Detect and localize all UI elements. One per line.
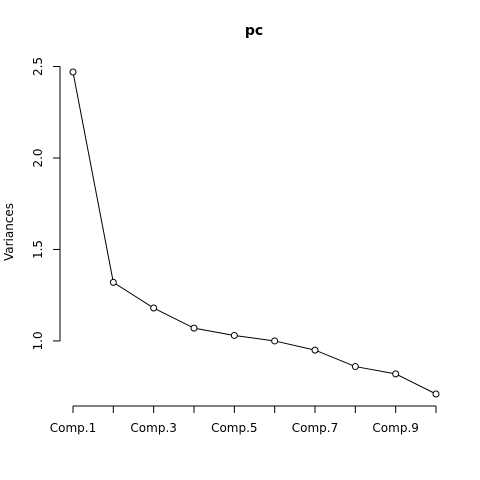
- series-line: [72, 71, 437, 395]
- x-tick-label: Comp.5: [211, 421, 257, 435]
- data-point: [351, 363, 359, 371]
- data-point: [432, 390, 440, 398]
- data-point: [311, 346, 319, 354]
- y-tick-label: 2.5: [31, 57, 45, 76]
- x-tick-label: Comp.1: [50, 421, 96, 435]
- y-axis-label: Variances: [2, 203, 16, 261]
- y-tick-label: 1.5: [31, 240, 45, 259]
- y-tick-label: 2.0: [31, 148, 45, 167]
- data-point: [230, 331, 238, 339]
- chart-title: pc: [245, 23, 263, 39]
- data-point: [271, 337, 279, 345]
- y-axis: 1.0 1.5 2.0 2.5: [31, 57, 61, 350]
- data-point: [190, 324, 198, 332]
- x-tick-label: Comp.7: [292, 421, 338, 435]
- data-point: [150, 304, 158, 312]
- data-point: [392, 370, 400, 378]
- data-point: [69, 68, 77, 76]
- y-tick-label: 1.0: [31, 331, 45, 350]
- data-point: [109, 278, 117, 286]
- x-tick-label: Comp.9: [372, 421, 418, 435]
- x-axis: Comp.1 Comp.3 Comp.5 Comp.7 Comp.9: [50, 405, 437, 435]
- x-tick-label: Comp.3: [130, 421, 176, 435]
- variance-series: [69, 68, 440, 398]
